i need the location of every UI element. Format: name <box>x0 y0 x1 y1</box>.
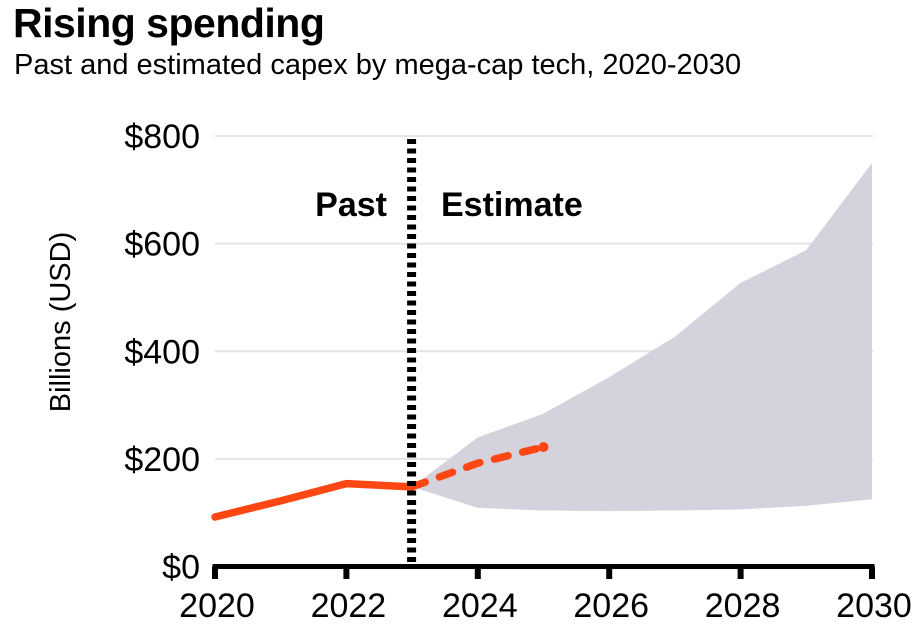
past-capex-line <box>211 479 416 521</box>
y-tick-label: $400 <box>124 333 200 371</box>
y-axis-title: Billions (USD) <box>45 232 77 412</box>
chart-subtitle: Past and estimated capex by mega-cap tec… <box>14 49 742 81</box>
estimate-capex-line <box>408 443 548 491</box>
y-tick-label: $800 <box>124 118 200 156</box>
past-label: Past <box>315 186 387 224</box>
x-tick-label: 2024 <box>442 587 518 625</box>
y-tick-label: $600 <box>124 226 200 264</box>
x-tick-label: 2020 <box>179 587 255 625</box>
x-tick-label: 2022 <box>311 587 387 625</box>
y-tick-label: $0 <box>162 549 200 587</box>
y-tick-label: $200 <box>124 441 200 479</box>
estimate-end-dot <box>538 442 549 453</box>
x-tick-label: 2028 <box>705 587 781 625</box>
estimate-label: Estimate <box>441 186 583 224</box>
x-tick-label: 2030 <box>836 587 912 625</box>
chart-title: Rising spending <box>13 0 325 46</box>
x-tick-label: 2026 <box>573 587 649 625</box>
estimate-range-area <box>412 162 872 512</box>
